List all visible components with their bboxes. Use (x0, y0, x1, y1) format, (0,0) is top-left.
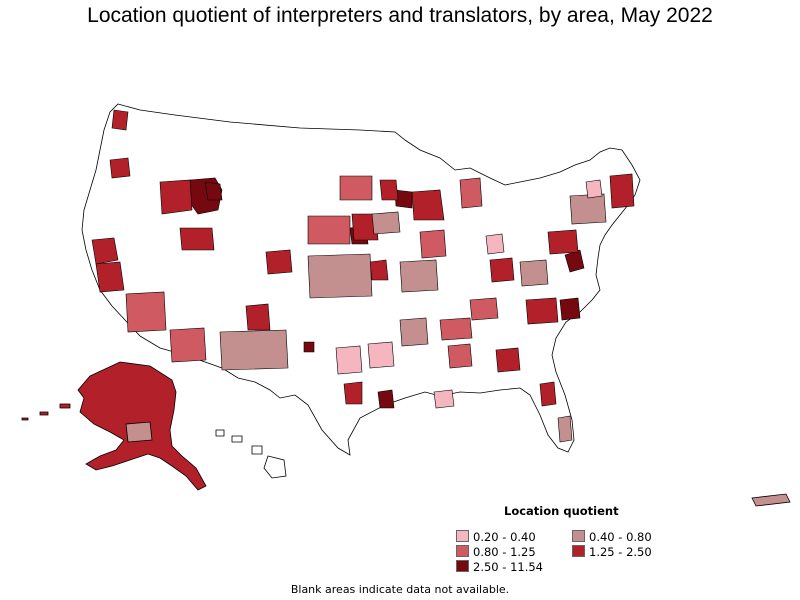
footnote: Blank areas indicate data not available. (290, 583, 510, 596)
area-carolinas (525, 297, 559, 325)
area-illinois (419, 229, 447, 259)
area-nc-east (559, 297, 581, 321)
area-kansas-east (369, 259, 389, 281)
puerto-rico (751, 493, 791, 507)
hawaii-island-kauai (215, 429, 225, 437)
area-georgia (495, 347, 521, 373)
area-new-york (569, 193, 607, 225)
area-arizona-south (169, 327, 207, 363)
legend-label-4: 1.25 - 2.50 (589, 545, 652, 559)
legend-title: Location quotient (504, 504, 619, 518)
area-tennessee (439, 317, 473, 341)
legend-swatch-2 (572, 530, 585, 542)
area-kentucky (469, 297, 499, 321)
area-utah (179, 227, 215, 251)
area-oklahoma-east (367, 341, 395, 369)
area-maine (585, 179, 603, 199)
area-florida-central (539, 381, 557, 407)
shaded-areas (91, 109, 635, 443)
area-oklahoma (335, 345, 363, 375)
alaska (21, 361, 207, 491)
area-florida-east (557, 415, 573, 443)
hawaii-island-maui (251, 445, 263, 455)
area-washington-east (111, 109, 129, 131)
legend-label-1: 0.20 - 0.40 (473, 530, 536, 544)
area-north-dakota-east (339, 175, 373, 201)
legend-item-3: 0.80 - 1.25 (456, 545, 536, 559)
area-arizona-central (125, 291, 167, 333)
hawaii-island-oahu (231, 435, 243, 443)
legend-item-2: 0.40 - 0.80 (572, 530, 652, 544)
legend-swatch-5 (456, 560, 469, 572)
area-michigan (459, 177, 483, 209)
area-texas-dallas (343, 381, 363, 405)
area-pennsylvania (547, 229, 579, 255)
area-wisconsin (411, 189, 445, 221)
area-minnesota-metro (394, 189, 413, 209)
hawaii-island-big (263, 455, 287, 479)
area-alabama (447, 343, 473, 369)
area-arkansas (399, 317, 429, 347)
area-missouri (399, 259, 439, 293)
legend-item-1: 0.20 - 0.40 (456, 530, 536, 544)
legend-label-2: 0.40 - 0.80 (589, 530, 652, 544)
legend-label-3: 0.80 - 1.25 (473, 545, 536, 559)
legend-item-5: 2.50 - 11.54 (456, 560, 543, 574)
legend-item-4: 1.25 - 2.50 (572, 545, 652, 559)
area-west-virginia (485, 233, 505, 255)
area-kansas (307, 253, 373, 299)
map-title: Location quotient of interpreters and tr… (87, 4, 713, 27)
area-ohio (489, 257, 515, 283)
legend-swatch-4 (572, 545, 585, 557)
area-new-mexico-north (245, 303, 271, 331)
legend-label-5: 2.50 - 11.54 (473, 560, 543, 574)
area-minnesota-west (379, 179, 399, 201)
area-nebraska-east (351, 213, 379, 241)
area-nebraska (307, 215, 351, 245)
area-wyoming-north (204, 181, 223, 201)
area-virginia-west (519, 259, 549, 287)
alaska-islands (21, 403, 71, 421)
area-new-mexico (219, 329, 289, 371)
area-colorado (265, 249, 293, 275)
alaska-subregion (125, 421, 153, 443)
area-louisiana (377, 389, 395, 409)
legend: Location quotient 0.20 - 0.40 0.40 - 0.8… (456, 504, 686, 576)
area-california-central (95, 261, 125, 293)
area-mississippi-coast (433, 389, 455, 409)
area-iowa-east (371, 211, 401, 235)
area-idaho-south (159, 179, 193, 215)
hawaii (215, 429, 287, 479)
puerto-rico-island (751, 493, 791, 507)
legend-swatch-3 (456, 545, 469, 557)
area-texas-panhandle (303, 341, 315, 353)
legend-swatch-1 (456, 530, 469, 542)
area-california-north (91, 237, 119, 265)
area-oregon-central (109, 157, 131, 179)
area-new-england (609, 173, 635, 209)
